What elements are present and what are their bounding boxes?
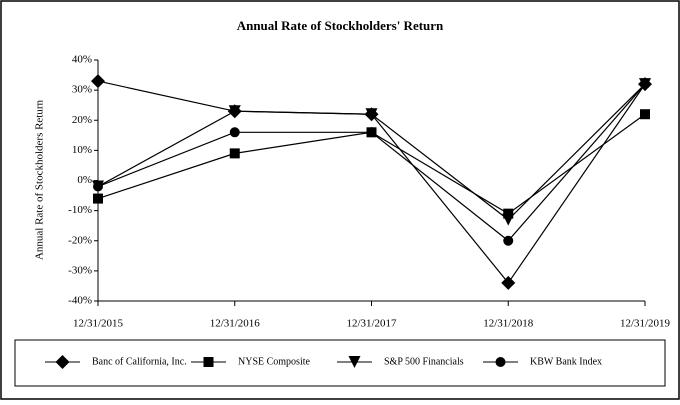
marker [93, 181, 103, 192]
marker [640, 109, 650, 120]
marker [229, 127, 240, 138]
marker [55, 355, 70, 369]
y-axis-label: Annual Rate of Stockholders Return [34, 99, 46, 260]
y-tick-label: -20% [68, 234, 92, 246]
legend-label: KBW Bank Index [530, 356, 602, 367]
marker [503, 208, 514, 219]
marker [501, 275, 516, 290]
marker [229, 148, 240, 159]
legend-box [14, 339, 666, 387]
marker [503, 235, 514, 246]
y-tick-label: -30% [68, 264, 92, 276]
marker [203, 357, 214, 367]
legend-label: Banc of California, Inc. [92, 356, 187, 367]
legend-label: S&P 500 Financials [384, 356, 464, 367]
x-tick-label: 12/31/2018 [483, 318, 534, 330]
y-tick-label: 40% [72, 54, 92, 66]
marker [365, 108, 378, 121]
marker [91, 74, 105, 89]
marker [502, 213, 515, 226]
y-tick-label: 20% [72, 114, 92, 126]
x-tick-label: 12/31/2017 [346, 318, 397, 330]
x-tick-label: 12/31/2016 [210, 318, 261, 330]
y-tick-label: 0% [77, 174, 92, 186]
y-tick-label: -40% [68, 295, 92, 307]
marker [495, 357, 506, 367]
x-tick-label: 12/31/2015 [73, 318, 124, 330]
x-tick-label: 12/31/2019 [620, 318, 671, 330]
marker [348, 356, 361, 368]
y-tick-label: 10% [72, 144, 92, 156]
legend-label: NYSE Composite [238, 356, 311, 367]
marker [228, 105, 241, 118]
y-tick-label: 30% [72, 84, 92, 96]
marker [366, 127, 377, 138]
marker [640, 79, 650, 90]
marker [93, 193, 103, 204]
y-tick-label: -10% [68, 204, 92, 216]
chart-title: Annual Rate of Stockholders' Return [237, 18, 444, 33]
